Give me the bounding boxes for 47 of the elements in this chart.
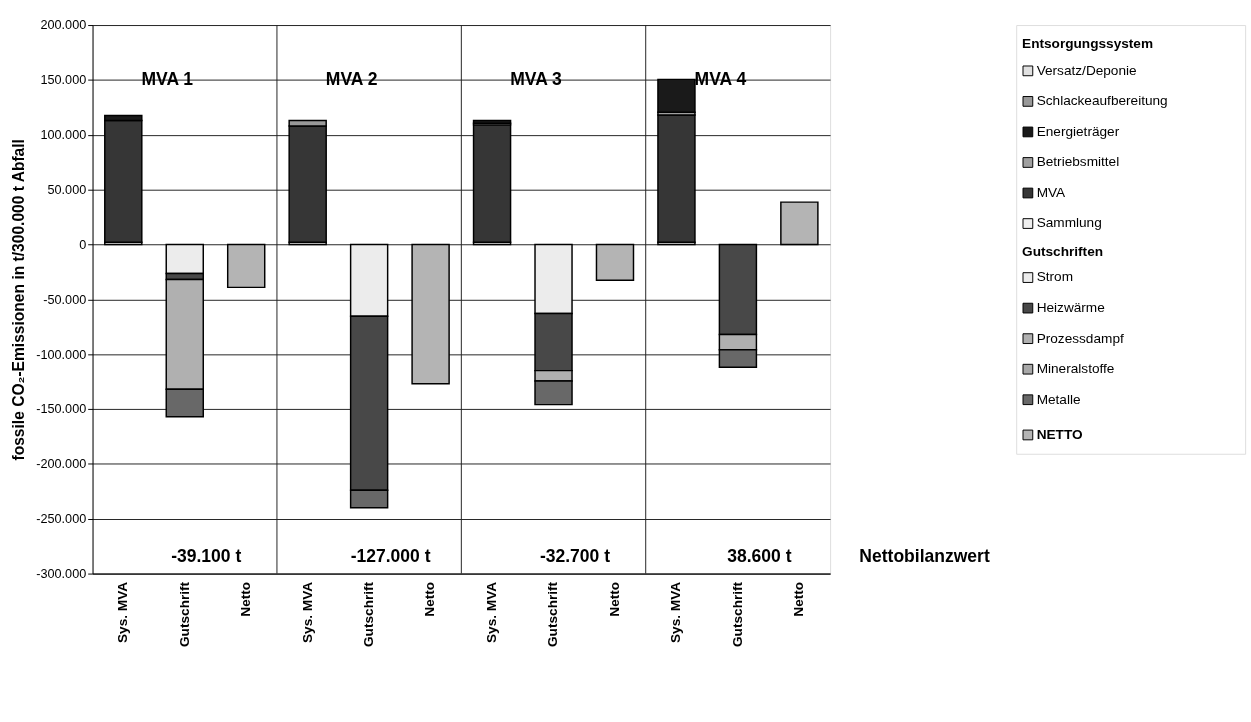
x-tick-label: Netto [606,581,622,617]
annotation: MVA 1 [141,68,194,89]
annotation: 38.600 t [727,546,792,566]
annotation: MVA 4 [694,68,747,89]
annotation: MVA 2 [325,68,378,89]
x-tick-label: Sys. MVA [483,581,499,643]
x-tick-label: Gutschrift [176,581,192,647]
x-tick-label: Sys. MVA [299,581,315,643]
legend-label: Energieträger [1036,123,1120,139]
x-tick-label: Netto [791,581,807,617]
y-tick-label: 50.000 [47,183,87,197]
y-tick-label: 0 [79,237,87,252]
legend-title: Entsorgungssystem [1022,35,1154,51]
legend-label: Sammlung [1036,215,1102,231]
legend-label: Prozessdampf [1036,330,1124,346]
x-tick-label: Netto [238,581,254,617]
annotation: -127.000 t [350,546,431,566]
y-tick-label: -200.000 [36,457,87,472]
annotation: MVA 3 [510,68,563,89]
x-tick-label: Sys. MVA [115,581,131,643]
x-tick-label: Netto [422,581,438,617]
y-tick-label: -150.000 [36,402,87,417]
legend-label: Strom [1036,269,1073,285]
y-axis-title: fossile CO₂-Emissionen in t/300.000 t Abfall [9,139,27,461]
y-tick-label: 150.000 [40,73,87,88]
legend-label: Schlackeaufbereitung [1036,93,1168,109]
x-tick-label: Gutschrift [729,581,745,647]
legend-label: Mineralstoffe [1036,361,1115,377]
y-tick-label: -50.000 [43,292,87,307]
x-tick-label: Sys. MVA [668,581,684,643]
legend-label: Heizwärme [1036,300,1105,316]
annotation: -39.100 t [171,546,242,566]
text: Nettobilanzwert [859,546,990,566]
legend-label: NETTO [1036,426,1083,442]
y-tick-label: -250.000 [36,512,87,527]
x-tick-label: Gutschrift [545,581,561,647]
y-tick-label: -100.000 [36,347,87,362]
text: Gutschriften [1022,243,1104,259]
legend-label: Versatz/Deponie [1036,62,1137,78]
y-tick-label: 200.000 [40,18,87,33]
x-tick-label: Gutschrift [361,581,377,647]
y-tick-label: -300.000 [36,566,87,581]
annotation: -32.700 t [539,546,611,566]
y-tick-label: 100.000 [40,128,87,143]
legend-label: Metalle [1036,391,1081,407]
legend-label: MVA [1036,184,1067,200]
legend-label: Betriebsmittel [1036,154,1120,170]
